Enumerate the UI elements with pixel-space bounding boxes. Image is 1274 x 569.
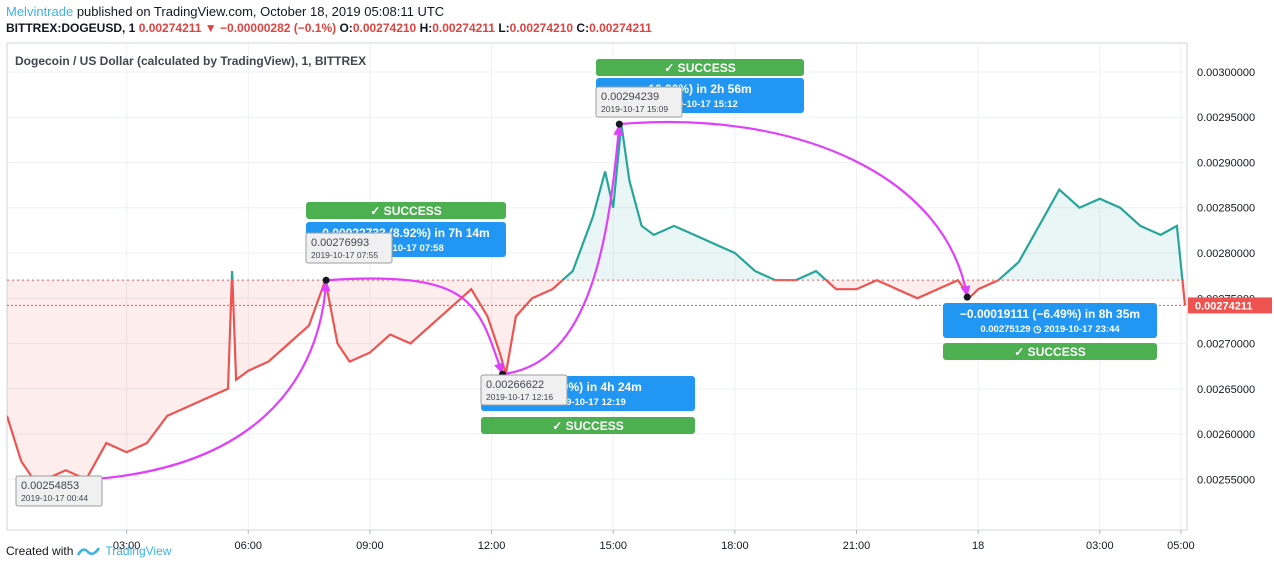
measure-arrow [619,120,969,298]
grid [7,43,1187,530]
publish-info: Melvintrade published on TradingView.com… [6,4,444,19]
series-line-up [230,123,1184,281]
x-tick-label: 18:00 [721,540,749,552]
price-lines [7,123,1187,481]
x-tick-label: 03:00 [113,540,141,552]
time-axis: 03:00 06:00 09:00 12:00 15:00 18:00 21:00 18 03:… [113,530,1195,552]
annotation-date: 2019-10-17 00:44 [21,493,88,503]
annotation-point [615,120,623,128]
price-change: −0.00000282 (−0.1%) [220,21,337,35]
ohlc-bar: BITTREX:DOGEUSD, 1 0.00274211 ▼ −0.00000… [6,21,652,35]
last-price: 0.00274211 [138,21,202,35]
x-tick-label: 05:00 [1167,540,1195,552]
success-text: ✓ SUCCESS [552,419,623,433]
annotation-box [595,86,683,118]
measure-arrow [502,124,621,376]
y-tick-label: 0.00300000 [1197,67,1255,79]
success-text: ✓ SUCCESS [1014,345,1085,359]
y-tick-label: 0.00270000 [1197,339,1255,351]
last-price-marker [1188,297,1272,314]
tradingview-link[interactable]: TradingView [105,544,172,558]
measure-text: −0.00019111 (−6.49%) in 8h 35m [960,307,1140,321]
y-tick-label: 0.00290000 [1197,157,1255,169]
annotation-box [480,374,568,406]
low-value: 0.00274210 [509,21,574,35]
area-fills [7,124,1185,480]
measure-box [943,303,1157,338]
annotation-price: 0.00276993 [311,237,369,249]
annotation-date: 2019-10-17 12:16 [486,392,553,402]
x-tick-label: 06:00 [235,540,263,552]
y-tick-label: 0.00265000 [1197,384,1255,396]
y-tick-label: 0.00255000 [1197,474,1255,486]
arrow-head-icon [613,124,624,136]
success-badge [481,417,695,434]
created-with-text: Created with [6,544,74,558]
success-text: ✓ SUCCESS [370,204,441,218]
chart-title: Dogecoin / US Dollar (calculated by Trad… [15,54,366,68]
annotation-point [963,293,971,301]
tradingview-logo-icon [77,547,101,556]
down-arrow-icon: ▼ [204,21,217,35]
series-line-down [7,280,1187,481]
x-tick-label: 03:00 [1086,540,1114,552]
y-tick-label: 0.00260000 [1197,429,1255,441]
published-text: published on TradingView.com, October 18… [76,4,445,19]
measure-subtext: 2019-10-17 15:12 [662,99,738,110]
success-badge [306,202,506,219]
annotation-date: 2019-10-17 07:55 [311,250,378,260]
last-price-label: 0.00274211 [1195,300,1253,312]
y-tick-label: 0.00295000 [1197,112,1255,124]
y-tick-label: 0.00285000 [1197,203,1255,215]
success-text: ✓ SUCCESS [664,61,735,75]
annotation-price: 0.00254853 [21,480,79,492]
x-tick-label: 18 [972,540,984,552]
close-value: 0.00274211 [589,21,652,35]
measure-arrow [326,277,504,375]
annotation-price: 0.00266622 [486,379,544,391]
x-tick-label: 09:00 [356,540,384,552]
success-badge [596,59,804,76]
arrow-head-icon [320,280,331,292]
symbol: BITTREX:DOGEUSD, 1 [6,21,136,35]
measure-arrow [34,280,328,482]
footer: Created with TradingView [6,544,171,558]
area-below-baseline [7,280,1185,480]
x-tick-label: 21:00 [843,540,871,552]
success-badge [943,343,1157,360]
x-tick-label: 12:00 [478,540,506,552]
measure-subtext: 0.00275129 ◷ 2019-10-17 23:44 [980,324,1120,335]
annotation-date: 2019-10-17 15:09 [601,104,668,114]
author-link[interactable]: Melvintrade [6,4,74,19]
annotation-point [322,276,330,284]
measure-subtext: 2019-10-17 12:19 [550,397,626,408]
annotation-box [305,232,393,264]
price-axis: 0.00300000 0.00295000 0.00290000 0.00285000… [1188,67,1272,486]
high-value: 0.00274211 [432,21,495,35]
y-tick-label: 0.00280000 [1197,248,1255,260]
open-value: 0.00274210 [352,21,417,35]
annotation-price: 0.00294239 [601,91,659,103]
x-tick-label: 15:00 [599,540,627,552]
measure-arrows [34,120,971,482]
plot-area [6,42,1188,531]
area-above-baseline [231,124,1183,281]
annotation-box [15,475,103,507]
measure-subtext: 2019-10-17 07:58 [368,243,444,254]
